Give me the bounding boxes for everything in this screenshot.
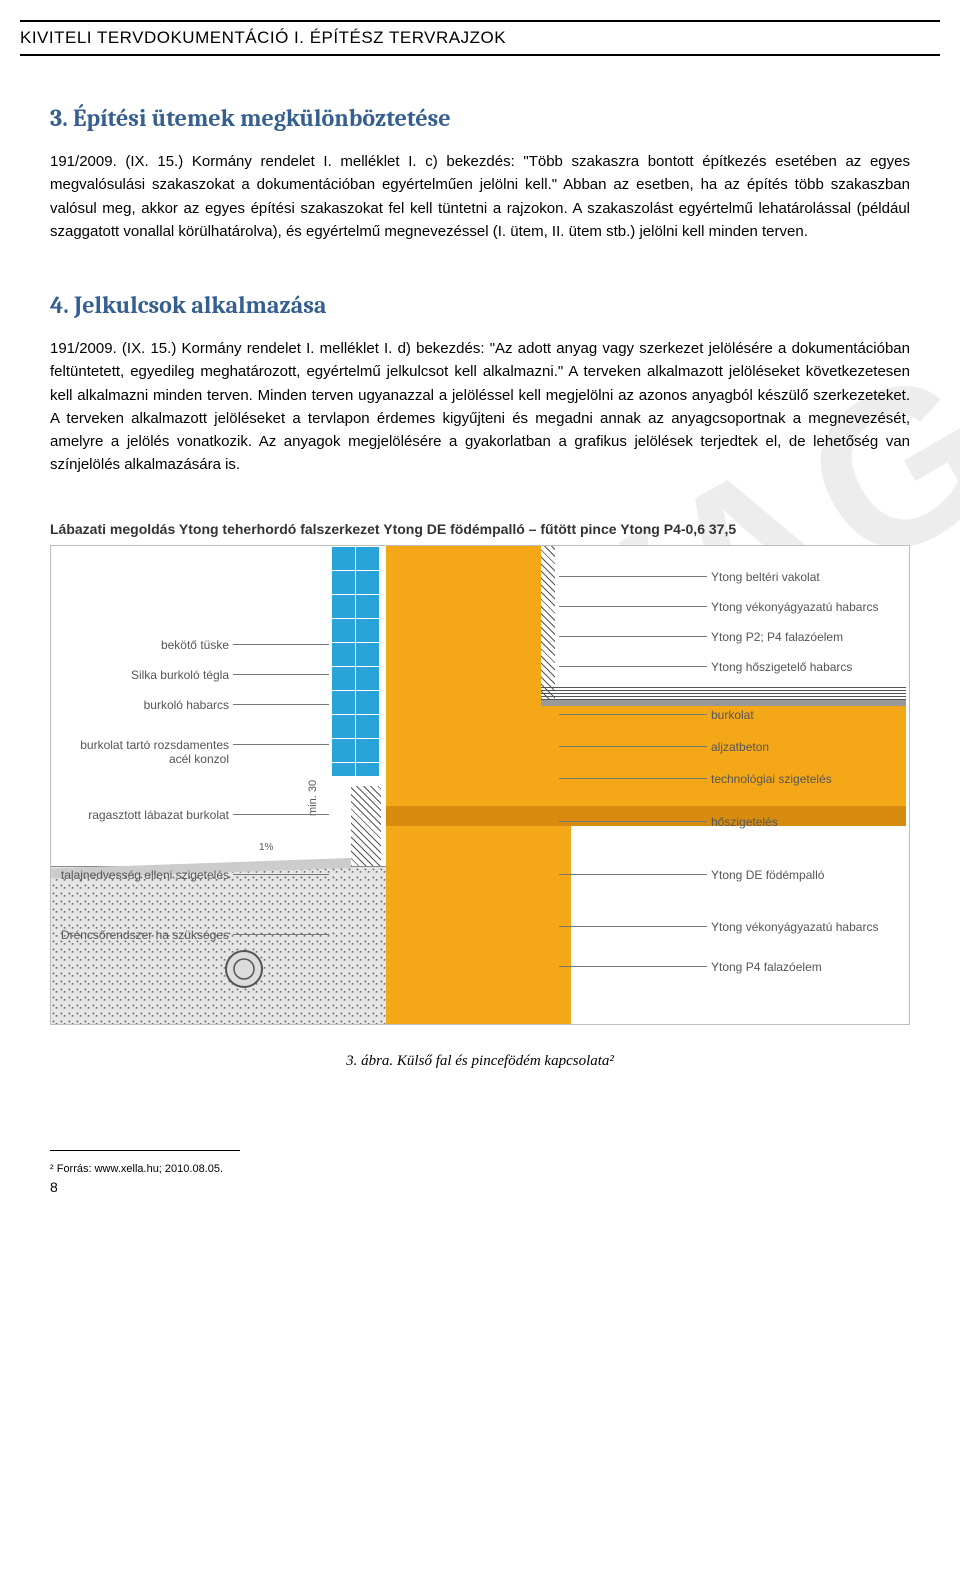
figure-label-right: aljzatbeton <box>711 740 901 754</box>
figure-label-right: Ytong P2; P4 falazóelem <box>711 630 901 644</box>
floor-covering <box>541 686 906 700</box>
dimension-min30: min. 30 <box>307 779 320 815</box>
figure-label-right: Ytong vékonyágyazatú habarcs <box>711 600 901 614</box>
figure-label-right: technológiai szigetelés <box>711 772 901 786</box>
figure-label-left: Dréncsőrendszer ha szükséges <box>59 928 229 942</box>
figure-label-right: Ytong P4 falazóelem <box>711 960 901 974</box>
leader-line <box>559 966 707 967</box>
figure-label-right: Ytong hőszigetelő habarcs <box>711 660 901 674</box>
leader-line <box>559 666 707 667</box>
figure-label-left: talajnedvesség elleni szigetelés <box>59 868 229 882</box>
section3-body: 191/2009. (IX. 15.) Kormány rendelet I. … <box>50 150 910 243</box>
ground-gravel <box>51 866 386 1025</box>
leader-line <box>559 746 707 747</box>
leader-line <box>233 674 329 675</box>
leader-line <box>559 926 707 927</box>
figure-label-left: bekötő tüske <box>59 638 229 652</box>
figure-label-left: Silka burkoló tégla <box>59 668 229 682</box>
plinth-cladding <box>351 786 381 866</box>
figure-diagram: min. 30 1% bekötő tüske Silka burkoló tég… <box>50 545 910 1025</box>
page-number: 8 <box>50 1179 910 1195</box>
figure-label-left: burkolat tartó rozsdamentes acél konzol <box>59 738 229 767</box>
figure-label-right: hőszigetelés <box>711 815 901 829</box>
silka-facing <box>331 546 379 776</box>
slope-1pct: 1% <box>259 842 273 854</box>
figure-label-left: burkoló habarcs <box>59 698 229 712</box>
figure-title: Lábazati megoldás Ytong teherhordó falsz… <box>50 521 910 537</box>
floor-screed <box>541 700 906 706</box>
figure-label-right: Ytong vékonyágyazatú habarcs <box>711 920 901 934</box>
leader-line <box>233 644 329 645</box>
figure-label-right: Ytong DE födémpalló <box>711 868 901 882</box>
ytong-wall-upper <box>386 546 541 706</box>
figure-label-left: ragasztott lábazat burkolat <box>59 808 229 822</box>
section4-body: 191/2009. (IX. 15.) Kormány rendelet I. … <box>50 337 910 477</box>
interior-plaster <box>541 546 555 706</box>
page-header: KIVITELI TERVDOKUMENTÁCIÓ I. ÉPÍTÉSZ TER… <box>20 20 940 56</box>
leader-line <box>233 744 329 745</box>
leader-line <box>559 636 707 637</box>
drainage-pipe-icon <box>221 946 267 992</box>
footnote-rule <box>50 1150 240 1151</box>
leader-line <box>559 606 707 607</box>
leader-line <box>559 778 707 779</box>
footnote-text: ² Forrás: www.xella.hu; 2010.08.05. <box>50 1163 910 1175</box>
leader-line <box>233 814 329 815</box>
figure-label-right: burkolat <box>711 708 901 722</box>
figure-3: Lábazati megoldás Ytong teherhordó falsz… <box>50 521 910 1070</box>
leader-line <box>233 934 329 935</box>
ytong-wall-lower <box>386 826 571 1025</box>
figure-caption: 3. ábra. Külső fal és pincefödém kapcsol… <box>50 1053 910 1070</box>
leader-line <box>559 874 707 875</box>
section3-heading: 3. Építési ütemek megkülönböztetése <box>50 104 910 132</box>
header-title: KIVITELI TERVDOKUMENTÁCIÓ I. ÉPÍTÉSZ TER… <box>20 28 940 48</box>
section4-heading: 4. Jelkulcsok alkalmazása <box>50 291 910 319</box>
leader-line <box>559 821 707 822</box>
leader-line <box>559 576 707 577</box>
leader-line <box>233 874 329 875</box>
leader-line <box>559 714 707 715</box>
leader-line <box>233 704 329 705</box>
figure-label-right: Ytong beltéri vakolat <box>711 570 901 584</box>
